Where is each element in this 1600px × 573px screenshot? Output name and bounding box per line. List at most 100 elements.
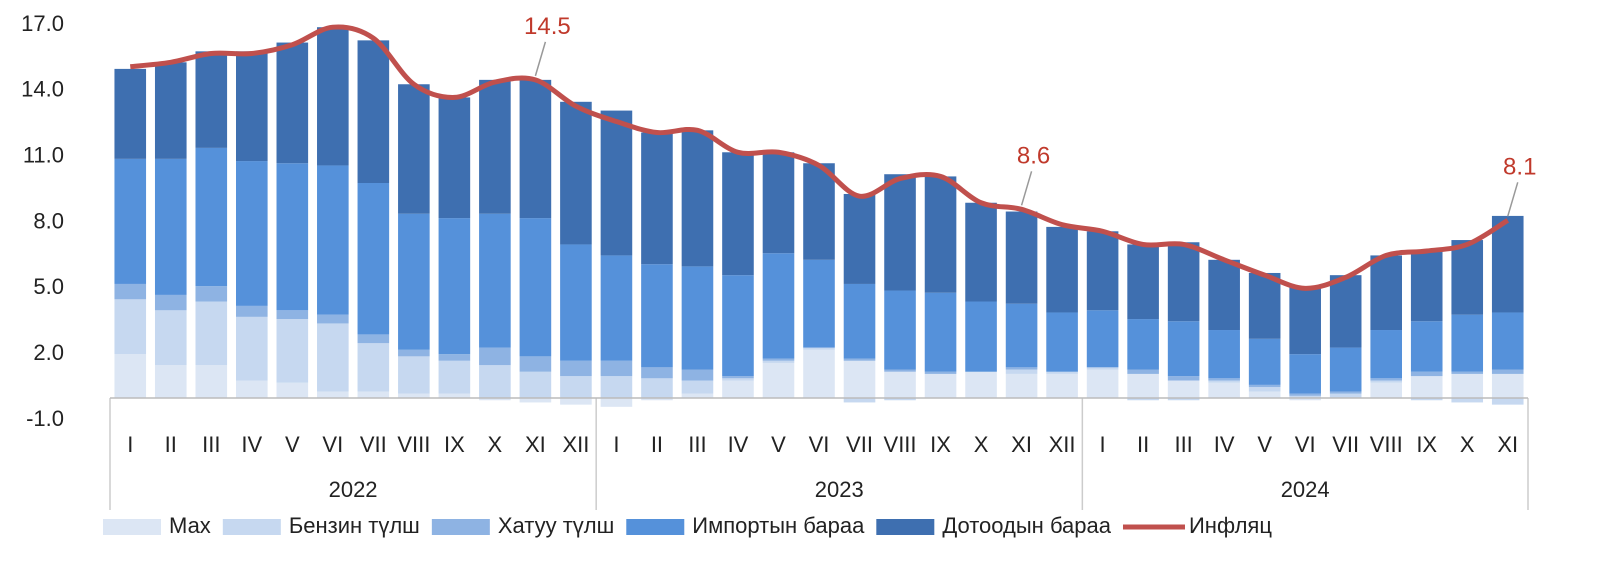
bar-segment [1208, 380, 1240, 383]
bar-segment [1289, 286, 1321, 355]
x-tick-label: VIII [884, 432, 917, 457]
x-tick-label: IV [241, 432, 262, 457]
bar-segment [398, 356, 430, 394]
bar-segment [1127, 373, 1159, 399]
bar-segment [762, 152, 795, 254]
bar-segment [722, 152, 754, 276]
x-tick-label: I [1100, 432, 1106, 457]
bar-segment [1491, 369, 1524, 374]
x-tick-label: VII [846, 432, 873, 457]
bar-segment [1370, 382, 1403, 399]
x-tick-label: XII [562, 432, 589, 457]
bar-segment [1086, 310, 1119, 368]
x-tick-label: IV [728, 432, 749, 457]
bar-segment [1127, 244, 1159, 320]
bar-segment [965, 371, 997, 399]
x-tick-label: IX [1416, 432, 1437, 457]
bar-segment [1005, 211, 1038, 304]
bar-segment [843, 358, 876, 361]
bar-segment [154, 62, 187, 159]
bar-segment [681, 130, 714, 267]
bar-segment [1167, 398, 1200, 401]
bar-segment [195, 51, 228, 148]
bar-segment [762, 362, 795, 399]
legend-label: Дотоодын бараа [942, 513, 1111, 538]
bar-segment [1289, 398, 1321, 401]
bar-segment [1451, 398, 1484, 403]
x-tick-label: III [1174, 432, 1192, 457]
x-tick-label: VI [809, 432, 830, 457]
bar-segment [1248, 272, 1281, 339]
x-tick-label: IV [1214, 432, 1235, 457]
bar-segment [114, 283, 147, 300]
bar-segment [924, 292, 957, 372]
bar-segment [195, 301, 228, 366]
bar-segment [1451, 371, 1484, 374]
x-tick-label: IX [930, 432, 951, 457]
bar-segment [1370, 330, 1403, 379]
x-tick-label: VII [360, 432, 387, 457]
bar-segment [803, 349, 835, 399]
year-label: 2023 [815, 477, 864, 502]
x-tick-label: II [1137, 432, 1149, 457]
bar-segment [641, 132, 673, 265]
bar-segment [1086, 369, 1119, 399]
bar-segment [924, 371, 957, 374]
x-tick-label: VI [1295, 432, 1316, 457]
bar-segment [560, 360, 592, 377]
bar-segment [1046, 312, 1078, 372]
y-tick-label: 8.0 [33, 208, 64, 233]
bar-segment [519, 356, 552, 372]
bar-segment [1127, 319, 1159, 370]
bar-segment [1208, 330, 1240, 379]
x-tick-label: VIII [397, 432, 430, 457]
bar-segment [479, 213, 511, 348]
bar-segment [762, 358, 795, 361]
bar-segment [1289, 393, 1321, 396]
bar-segment [438, 393, 471, 399]
bar-segment [1370, 378, 1403, 381]
x-tick-label: III [202, 432, 220, 457]
legend-swatch [222, 519, 281, 535]
legend-label: Мах [169, 513, 211, 538]
bar-segment [681, 266, 714, 370]
legend-swatch [103, 519, 161, 535]
bar-segment [1410, 371, 1443, 377]
bar-segment [884, 290, 916, 370]
x-tick-label: III [688, 432, 706, 457]
x-tick-label: VIII [1370, 432, 1403, 457]
bar-segment [600, 110, 633, 256]
bar-segment [884, 369, 916, 372]
bar-segment [1127, 398, 1159, 401]
bar-segment [195, 365, 228, 399]
bar-segment [1451, 314, 1484, 372]
bar-segment [398, 213, 430, 350]
x-tick-label: II [651, 432, 663, 457]
bar-segment [479, 79, 511, 214]
y-tick-label: 2.0 [33, 340, 64, 365]
bar-segment [1005, 367, 1038, 370]
bar-segment [317, 391, 349, 399]
bar-segment [1167, 380, 1200, 399]
bar-segment [722, 376, 754, 379]
bar-segment [357, 343, 390, 392]
bar-segment [438, 97, 471, 219]
bar-segment [235, 51, 268, 162]
bar-segment [235, 305, 268, 317]
annotation-leader [1507, 182, 1519, 217]
bar-segment [803, 347, 835, 350]
bar-segment [479, 347, 511, 366]
bar-segment [1370, 380, 1403, 383]
bar-segment [317, 165, 349, 315]
bar-segment [1208, 378, 1240, 381]
bar-segment [803, 163, 835, 260]
legend-swatch [626, 519, 685, 535]
bar-segment [560, 376, 592, 399]
bar-segment [1208, 259, 1240, 331]
bar-segment [195, 147, 228, 287]
bar-segment [1248, 387, 1281, 392]
bar-segment [1248, 391, 1281, 399]
bar-segment [803, 259, 835, 348]
bar-segment [114, 354, 147, 399]
bar-segment [600, 360, 633, 377]
